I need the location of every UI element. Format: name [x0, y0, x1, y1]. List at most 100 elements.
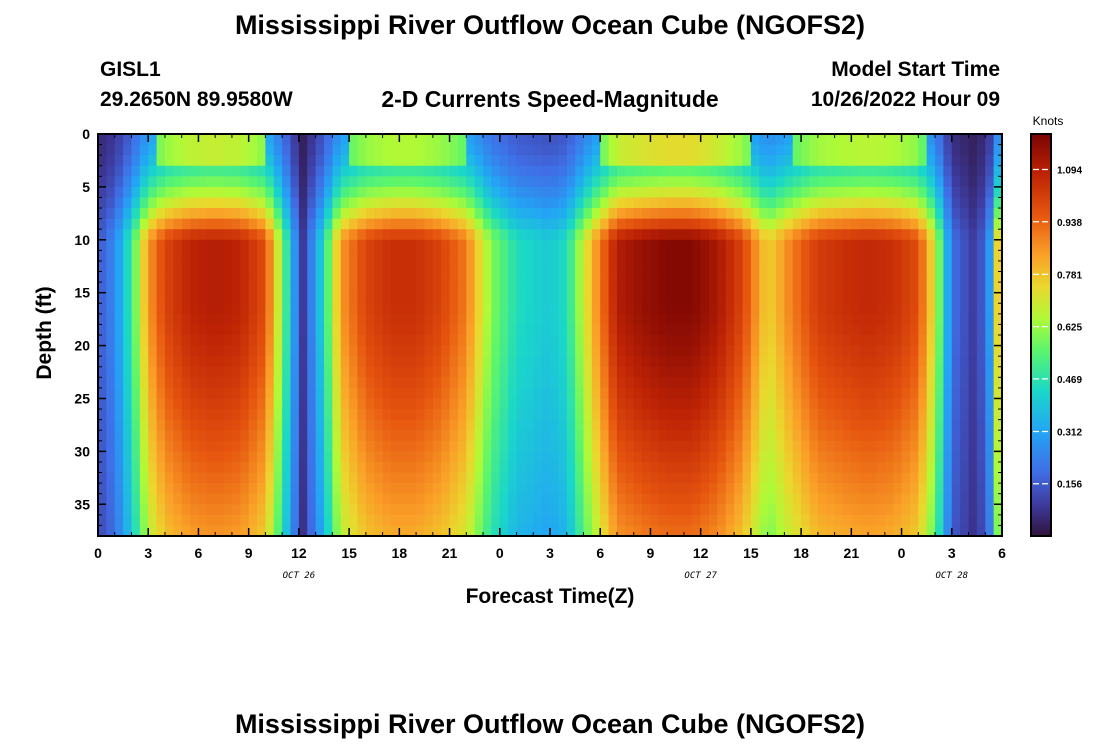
heatmap-cell — [390, 303, 400, 315]
heatmap-cell — [131, 229, 141, 241]
heatmap-cell — [642, 250, 652, 262]
heatmap-cell — [123, 324, 133, 336]
heatmap-cell — [600, 472, 610, 484]
heatmap-cell — [575, 239, 585, 251]
heatmap-cell — [709, 451, 719, 463]
heatmap-cell — [240, 176, 250, 188]
heatmap-cell — [625, 493, 635, 505]
heatmap-cell — [382, 493, 392, 505]
heatmap-cell — [692, 271, 702, 283]
heatmap-cell — [240, 345, 250, 357]
heatmap-cell — [616, 387, 626, 400]
heatmap-cell — [993, 366, 1002, 378]
heatmap-cell — [759, 208, 769, 220]
heatmap-cell — [901, 493, 911, 505]
heatmap-cell — [583, 324, 593, 336]
heatmap-cell — [667, 504, 677, 516]
heatmap-cell — [776, 144, 785, 156]
heatmap-cell — [382, 504, 392, 516]
heatmap-cell — [324, 377, 333, 389]
heatmap-cell — [859, 430, 869, 442]
heatmap-cell — [884, 208, 894, 220]
heatmap-cell — [692, 356, 702, 368]
heatmap-cell — [909, 186, 919, 199]
heatmap-cell — [173, 398, 183, 410]
heatmap-cell — [658, 134, 668, 146]
station-id: GISL1 — [100, 58, 161, 81]
heatmap-cell — [809, 197, 819, 209]
heatmap-cell — [683, 335, 693, 347]
heatmap-cell — [508, 218, 518, 230]
heatmap-cell — [533, 472, 543, 484]
heatmap-cell — [424, 409, 434, 421]
heatmap-cell — [114, 197, 124, 209]
heatmap-cell — [909, 260, 919, 273]
heatmap-cell — [273, 430, 283, 442]
heatmap-cell — [198, 324, 208, 336]
heatmap-cell — [600, 430, 610, 442]
heatmap-cell — [466, 440, 476, 452]
heatmap-cell — [909, 282, 919, 294]
heatmap-cell — [114, 356, 124, 368]
heatmap-cell — [692, 303, 702, 315]
heatmap-cell — [416, 260, 426, 273]
heatmap-cell — [324, 493, 333, 505]
heatmap-cell — [131, 419, 141, 431]
heatmap-cell — [139, 186, 149, 199]
heatmap-cell — [407, 356, 417, 368]
heatmap-cell — [834, 324, 844, 336]
heatmap-cell — [893, 218, 903, 230]
heatmap-cell — [273, 313, 283, 326]
heatmap-cell — [809, 260, 819, 273]
heatmap-cell — [575, 419, 585, 431]
heatmap-cell — [424, 451, 434, 463]
heatmap-cell — [491, 250, 501, 262]
heatmap-cell — [792, 282, 802, 294]
heatmap-cell — [290, 335, 300, 347]
heatmap-cell — [591, 144, 601, 156]
heatmap-cell — [449, 282, 459, 294]
heatmap-cell — [909, 218, 919, 230]
heatmap-cell — [709, 387, 719, 400]
heatmap-cell — [918, 303, 928, 315]
heatmap-cell — [976, 303, 986, 315]
heatmap-cell — [173, 440, 183, 452]
heatmap-cell — [524, 387, 534, 400]
heatmap-cell — [616, 514, 626, 527]
heatmap-cell — [206, 451, 216, 463]
heatmap-cell — [591, 229, 601, 241]
heatmap-cell — [575, 197, 585, 209]
heatmap-cell — [98, 493, 107, 505]
heatmap-cell — [868, 165, 878, 177]
heatmap-cell — [993, 419, 1002, 431]
heatmap-cell — [349, 208, 359, 220]
heatmap-cell — [257, 218, 267, 230]
heatmap-cell — [416, 197, 426, 209]
heatmap-cell — [265, 440, 275, 452]
heatmap-cell — [993, 218, 1002, 230]
heatmap-cell — [600, 345, 610, 357]
heatmap-cell — [868, 176, 878, 188]
heatmap-cell — [809, 165, 819, 177]
heatmap-cell — [315, 335, 325, 347]
heatmap-cell — [650, 409, 660, 421]
heatmap-cell — [483, 292, 493, 304]
heatmap-cell — [399, 493, 409, 505]
heatmap-cell — [993, 324, 1002, 336]
heatmap-cell — [884, 282, 894, 294]
heatmap-cell — [449, 155, 459, 167]
heatmap-cell — [625, 186, 635, 199]
heatmap-cell — [976, 451, 986, 463]
heatmap-cell — [382, 134, 392, 146]
heatmap-cell — [399, 461, 409, 474]
heatmap-cell — [642, 398, 652, 410]
heatmap-cell — [776, 514, 785, 527]
heatmap-cell — [935, 387, 945, 400]
heatmap-cell — [859, 176, 869, 188]
heatmap-cell — [566, 165, 576, 177]
heatmap-cell — [700, 472, 710, 484]
heatmap-cell — [943, 250, 953, 262]
heatmap-cell — [842, 493, 852, 505]
heatmap-cell — [734, 377, 744, 389]
heatmap-cell — [332, 250, 342, 262]
